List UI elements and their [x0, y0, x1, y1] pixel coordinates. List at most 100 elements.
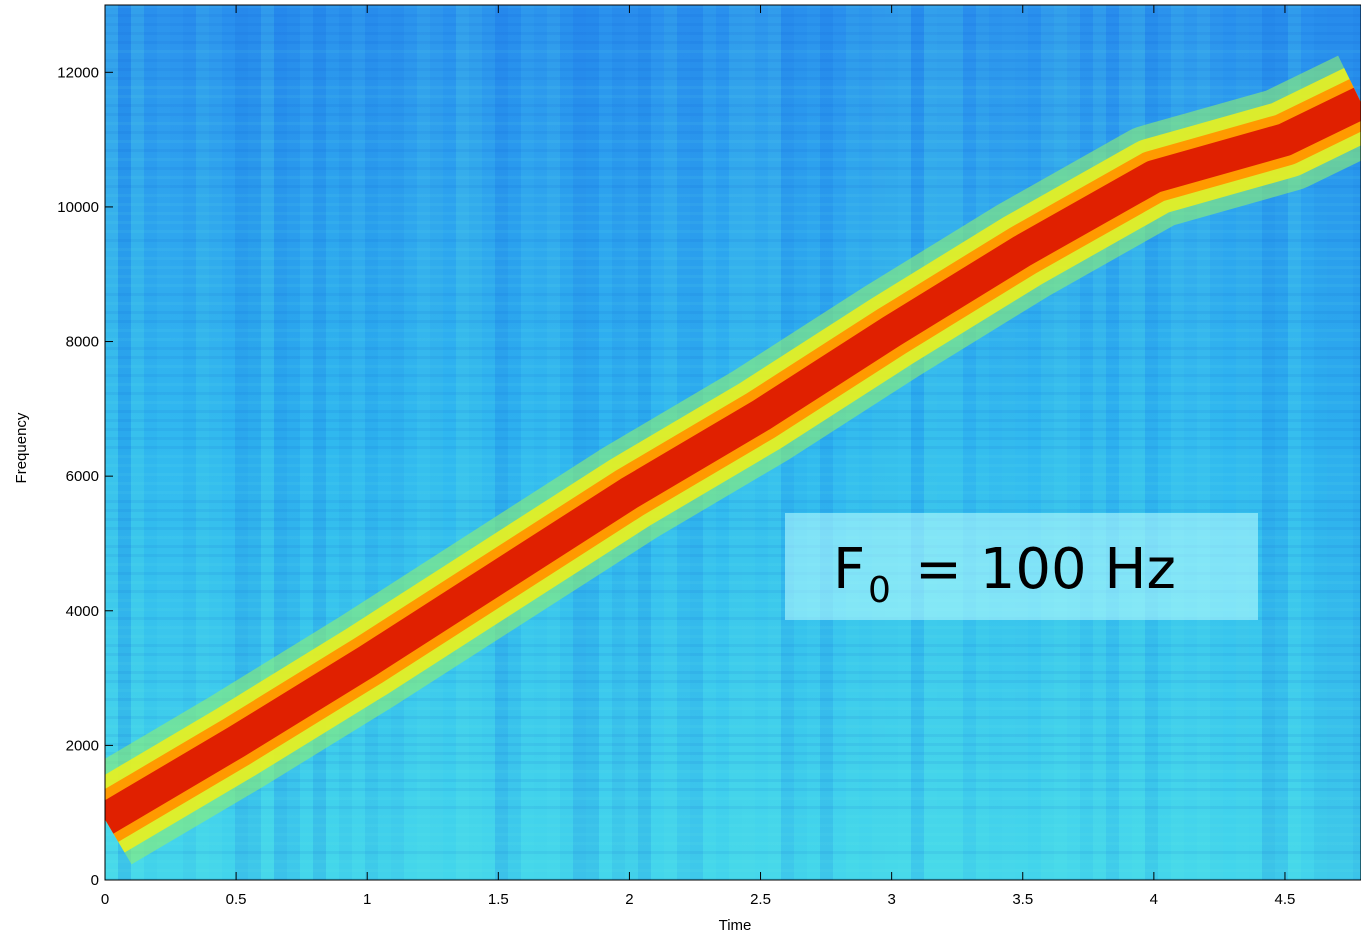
- noise-row: [105, 266, 1361, 269]
- noise-column: [586, 5, 599, 880]
- noise-row: [105, 644, 1361, 647]
- noise-row: [105, 185, 1361, 188]
- noise-column: [521, 5, 534, 880]
- annotation-text: = 100 Hz: [915, 537, 1176, 602]
- noise-column: [443, 5, 456, 880]
- noise-row: [105, 149, 1361, 152]
- noise-row: [105, 167, 1361, 170]
- noise-column: [183, 5, 196, 880]
- noise-column: [924, 5, 937, 880]
- noise-column: [1184, 5, 1197, 880]
- noise-column: [417, 5, 430, 880]
- noise-column: [1041, 5, 1054, 880]
- noise-row: [105, 590, 1361, 593]
- noise-column: [846, 5, 859, 880]
- noise-row: [105, 743, 1361, 746]
- noise-column: [534, 5, 547, 880]
- noise-column: [391, 5, 404, 880]
- x-tick-label: 0.5: [226, 891, 247, 908]
- noise-column: [1236, 5, 1249, 880]
- noise-row: [105, 626, 1361, 629]
- noise-column: [209, 5, 222, 880]
- noise-column: [1340, 5, 1353, 880]
- noise-row: [105, 671, 1361, 674]
- noise-row: [105, 788, 1361, 791]
- noise-row: [105, 284, 1361, 287]
- noise-column: [989, 5, 1002, 880]
- noise-row: [105, 509, 1361, 512]
- noise-row: [105, 248, 1361, 251]
- noise-row: [105, 734, 1361, 737]
- noise-row: [105, 14, 1361, 17]
- noise-row: [105, 356, 1361, 359]
- noise-column: [937, 5, 950, 880]
- noise-row: [105, 275, 1361, 278]
- axes: 0 0.5 1 1.5 2 2.5 3 3.5 4 4.5 0 2000 4000 6000 8000 100…: [57, 4, 1361, 908]
- noise-row: [105, 842, 1361, 845]
- y-tick-label: 8000: [66, 334, 99, 351]
- noise-row: [105, 320, 1361, 323]
- noise-row: [105, 365, 1361, 368]
- noise-row: [105, 860, 1361, 863]
- y-tick-label: 10000: [57, 199, 99, 216]
- noise-row: [105, 113, 1361, 116]
- noise-column: [872, 5, 885, 880]
- noise-row: [105, 545, 1361, 548]
- noise-row: [105, 707, 1361, 710]
- y-tick-label: 2000: [66, 737, 99, 754]
- noise-row: [105, 311, 1361, 314]
- noise-row: [105, 140, 1361, 143]
- noise-row: [105, 563, 1361, 566]
- noise-column: [157, 5, 170, 880]
- noise-column: [1054, 5, 1067, 880]
- noise-row: [105, 878, 1361, 880]
- noise-column: [1106, 5, 1119, 880]
- x-tick-label: 3: [887, 891, 895, 908]
- noise-column: [898, 5, 911, 880]
- noise-column: [118, 5, 131, 880]
- noise-column: [495, 5, 508, 880]
- noise-column: [469, 5, 482, 880]
- noise-row: [105, 95, 1361, 98]
- noise-row: [105, 698, 1361, 701]
- noise-column: [456, 5, 469, 880]
- annotation-sub: 0: [868, 570, 891, 611]
- noise-row: [105, 680, 1361, 683]
- noise-column: [1002, 5, 1015, 880]
- noise-row: [105, 716, 1361, 719]
- noise-row: [105, 176, 1361, 179]
- frequency-band: [105, 87, 1361, 834]
- x-tick-label: 1: [363, 891, 371, 908]
- noise-column: [404, 5, 417, 880]
- y-tick-label: 6000: [66, 468, 99, 485]
- noise-row: [105, 761, 1361, 764]
- noise-row: [105, 815, 1361, 818]
- noise-column: [1080, 5, 1093, 880]
- noise-row: [105, 635, 1361, 638]
- noise-row: [105, 527, 1361, 530]
- noise-column: [820, 5, 833, 880]
- noise-column: [105, 5, 118, 880]
- noise-row: [105, 833, 1361, 836]
- noise-column: [1275, 5, 1288, 880]
- noise-row: [105, 230, 1361, 233]
- noise-column: [1093, 5, 1106, 880]
- noise-column: [1067, 5, 1080, 880]
- noise-row: [105, 347, 1361, 350]
- noise-column: [1028, 5, 1041, 880]
- noise-row: [105, 572, 1361, 575]
- plot-frame: [104, 4, 1361, 881]
- x-axis-label: Time: [719, 917, 752, 934]
- x-tick-label: 1.5: [488, 891, 509, 908]
- noise-row: [105, 194, 1361, 197]
- band-layer: [105, 55, 1361, 865]
- noise-row: [105, 77, 1361, 80]
- noise-column: [950, 5, 963, 880]
- noise-row: [105, 536, 1361, 539]
- noise-row: [105, 32, 1361, 35]
- noise-row: [105, 68, 1361, 71]
- noise-row: [105, 23, 1361, 26]
- noise-column: [976, 5, 989, 880]
- noise-row: [105, 293, 1361, 296]
